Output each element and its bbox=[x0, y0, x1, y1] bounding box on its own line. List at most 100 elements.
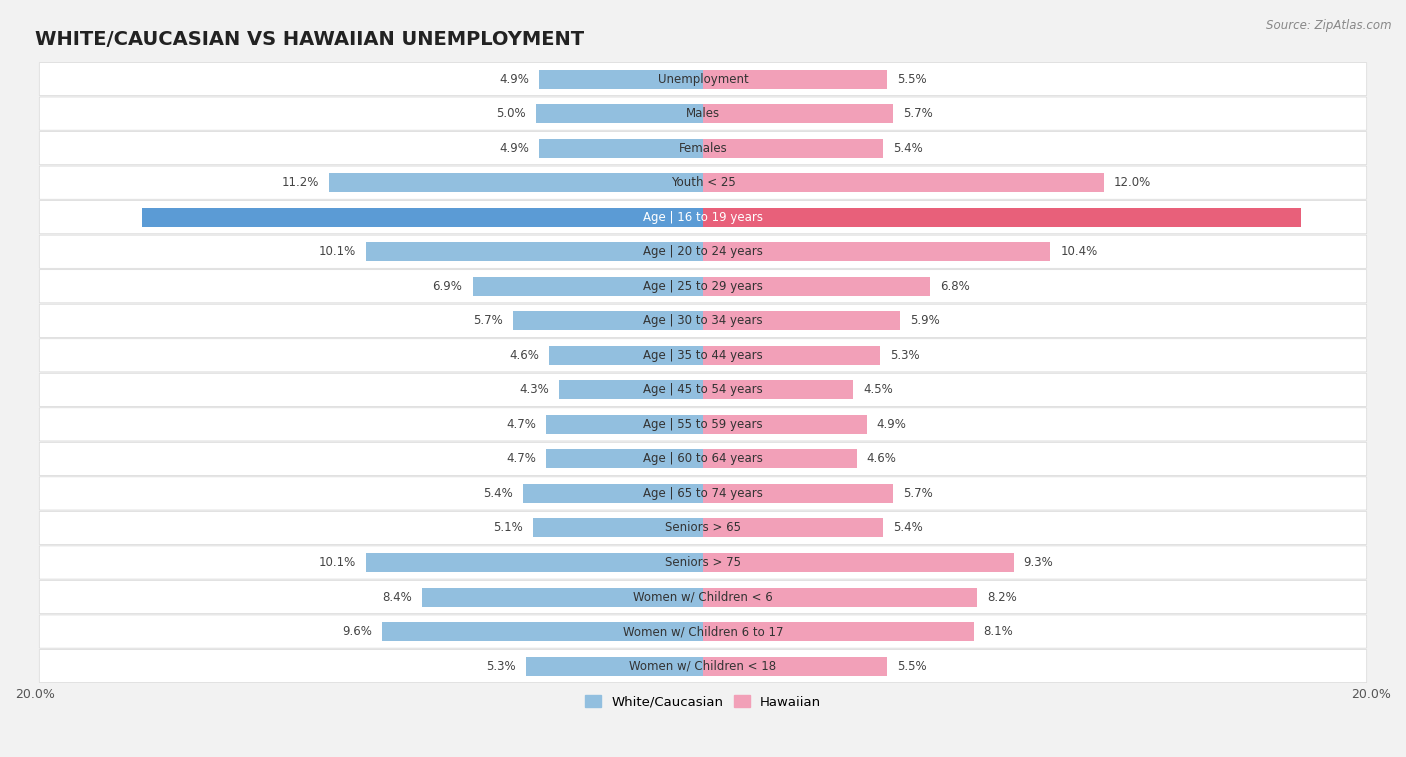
Text: 5.0%: 5.0% bbox=[496, 107, 526, 120]
Text: Age | 65 to 74 years: Age | 65 to 74 years bbox=[643, 487, 763, 500]
Text: 5.5%: 5.5% bbox=[897, 73, 927, 86]
Bar bbox=[703, 346, 880, 365]
FancyBboxPatch shape bbox=[39, 408, 1367, 441]
Bar bbox=[703, 484, 893, 503]
Text: 8.1%: 8.1% bbox=[984, 625, 1014, 638]
Bar bbox=[703, 587, 977, 606]
Text: 5.5%: 5.5% bbox=[897, 659, 927, 672]
Bar bbox=[513, 311, 703, 330]
Text: 11.2%: 11.2% bbox=[281, 176, 319, 189]
Text: 9.6%: 9.6% bbox=[343, 625, 373, 638]
Text: 5.4%: 5.4% bbox=[893, 522, 924, 534]
Text: Unemployment: Unemployment bbox=[658, 73, 748, 86]
Bar bbox=[382, 622, 703, 641]
FancyBboxPatch shape bbox=[39, 338, 1367, 372]
FancyBboxPatch shape bbox=[39, 650, 1367, 683]
FancyBboxPatch shape bbox=[39, 63, 1367, 95]
Legend: White/Caucasian, Hawaiian: White/Caucasian, Hawaiian bbox=[579, 690, 827, 714]
Text: 6.9%: 6.9% bbox=[433, 280, 463, 293]
Text: 4.7%: 4.7% bbox=[506, 453, 536, 466]
Text: Age | 25 to 29 years: Age | 25 to 29 years bbox=[643, 280, 763, 293]
Bar bbox=[142, 207, 703, 226]
Bar bbox=[703, 415, 866, 434]
Bar bbox=[703, 553, 1014, 572]
Text: 4.6%: 4.6% bbox=[509, 349, 540, 362]
Text: 17.9%: 17.9% bbox=[1310, 210, 1348, 223]
Text: Age | 35 to 44 years: Age | 35 to 44 years bbox=[643, 349, 763, 362]
Text: 5.4%: 5.4% bbox=[893, 142, 924, 154]
Bar bbox=[366, 242, 703, 261]
Text: Age | 16 to 19 years: Age | 16 to 19 years bbox=[643, 210, 763, 223]
Text: 12.0%: 12.0% bbox=[1114, 176, 1152, 189]
Text: Women w/ Children < 6: Women w/ Children < 6 bbox=[633, 590, 773, 603]
FancyBboxPatch shape bbox=[39, 442, 1367, 475]
Text: 4.7%: 4.7% bbox=[506, 418, 536, 431]
Bar bbox=[703, 450, 856, 469]
Bar bbox=[329, 173, 703, 192]
Bar bbox=[536, 104, 703, 123]
Text: 5.7%: 5.7% bbox=[472, 314, 502, 327]
Bar bbox=[703, 311, 900, 330]
Text: 8.4%: 8.4% bbox=[382, 590, 412, 603]
Bar bbox=[703, 207, 1301, 226]
FancyBboxPatch shape bbox=[39, 132, 1367, 165]
Text: 5.7%: 5.7% bbox=[904, 107, 934, 120]
Bar bbox=[550, 346, 703, 365]
FancyBboxPatch shape bbox=[39, 304, 1367, 338]
Text: 4.9%: 4.9% bbox=[499, 73, 529, 86]
Bar bbox=[540, 139, 703, 157]
Bar bbox=[422, 587, 703, 606]
Text: WHITE/CAUCASIAN VS HAWAIIAN UNEMPLOYMENT: WHITE/CAUCASIAN VS HAWAIIAN UNEMPLOYMENT bbox=[35, 30, 583, 49]
Text: 5.3%: 5.3% bbox=[890, 349, 920, 362]
Bar bbox=[703, 277, 931, 296]
Text: 8.2%: 8.2% bbox=[987, 590, 1017, 603]
Text: Females: Females bbox=[679, 142, 727, 154]
Text: Youth < 25: Youth < 25 bbox=[671, 176, 735, 189]
Bar bbox=[366, 553, 703, 572]
FancyBboxPatch shape bbox=[39, 512, 1367, 544]
Bar bbox=[703, 70, 887, 89]
Text: Males: Males bbox=[686, 107, 720, 120]
FancyBboxPatch shape bbox=[39, 581, 1367, 614]
Text: Women w/ Children 6 to 17: Women w/ Children 6 to 17 bbox=[623, 625, 783, 638]
FancyBboxPatch shape bbox=[39, 546, 1367, 579]
Text: 5.4%: 5.4% bbox=[482, 487, 513, 500]
FancyBboxPatch shape bbox=[39, 235, 1367, 268]
Bar bbox=[523, 484, 703, 503]
Bar bbox=[472, 277, 703, 296]
Bar bbox=[703, 622, 973, 641]
Text: 4.9%: 4.9% bbox=[499, 142, 529, 154]
Text: 4.5%: 4.5% bbox=[863, 383, 893, 397]
Bar bbox=[560, 380, 703, 400]
Text: Age | 55 to 59 years: Age | 55 to 59 years bbox=[643, 418, 763, 431]
Text: 5.1%: 5.1% bbox=[494, 522, 523, 534]
Bar bbox=[703, 380, 853, 400]
FancyBboxPatch shape bbox=[39, 201, 1367, 234]
Text: Age | 30 to 34 years: Age | 30 to 34 years bbox=[643, 314, 763, 327]
Bar bbox=[703, 139, 883, 157]
Bar bbox=[546, 415, 703, 434]
FancyBboxPatch shape bbox=[39, 97, 1367, 130]
Text: 5.3%: 5.3% bbox=[486, 659, 516, 672]
Text: 6.8%: 6.8% bbox=[941, 280, 970, 293]
Text: 10.1%: 10.1% bbox=[318, 245, 356, 258]
FancyBboxPatch shape bbox=[39, 615, 1367, 648]
Text: Source: ZipAtlas.com: Source: ZipAtlas.com bbox=[1267, 19, 1392, 32]
Text: 4.3%: 4.3% bbox=[520, 383, 550, 397]
Bar bbox=[703, 519, 883, 537]
Text: Age | 20 to 24 years: Age | 20 to 24 years bbox=[643, 245, 763, 258]
Text: 5.7%: 5.7% bbox=[904, 487, 934, 500]
Text: Women w/ Children < 18: Women w/ Children < 18 bbox=[630, 659, 776, 672]
Text: Seniors > 65: Seniors > 65 bbox=[665, 522, 741, 534]
Text: Age | 45 to 54 years: Age | 45 to 54 years bbox=[643, 383, 763, 397]
Text: 10.4%: 10.4% bbox=[1060, 245, 1098, 258]
Bar bbox=[533, 519, 703, 537]
Text: 10.1%: 10.1% bbox=[318, 556, 356, 569]
Bar bbox=[703, 656, 887, 675]
Text: Seniors > 75: Seniors > 75 bbox=[665, 556, 741, 569]
Bar bbox=[703, 173, 1104, 192]
Bar bbox=[703, 242, 1050, 261]
Text: 9.3%: 9.3% bbox=[1024, 556, 1053, 569]
Text: Age | 60 to 64 years: Age | 60 to 64 years bbox=[643, 453, 763, 466]
Text: 16.8%: 16.8% bbox=[94, 210, 132, 223]
